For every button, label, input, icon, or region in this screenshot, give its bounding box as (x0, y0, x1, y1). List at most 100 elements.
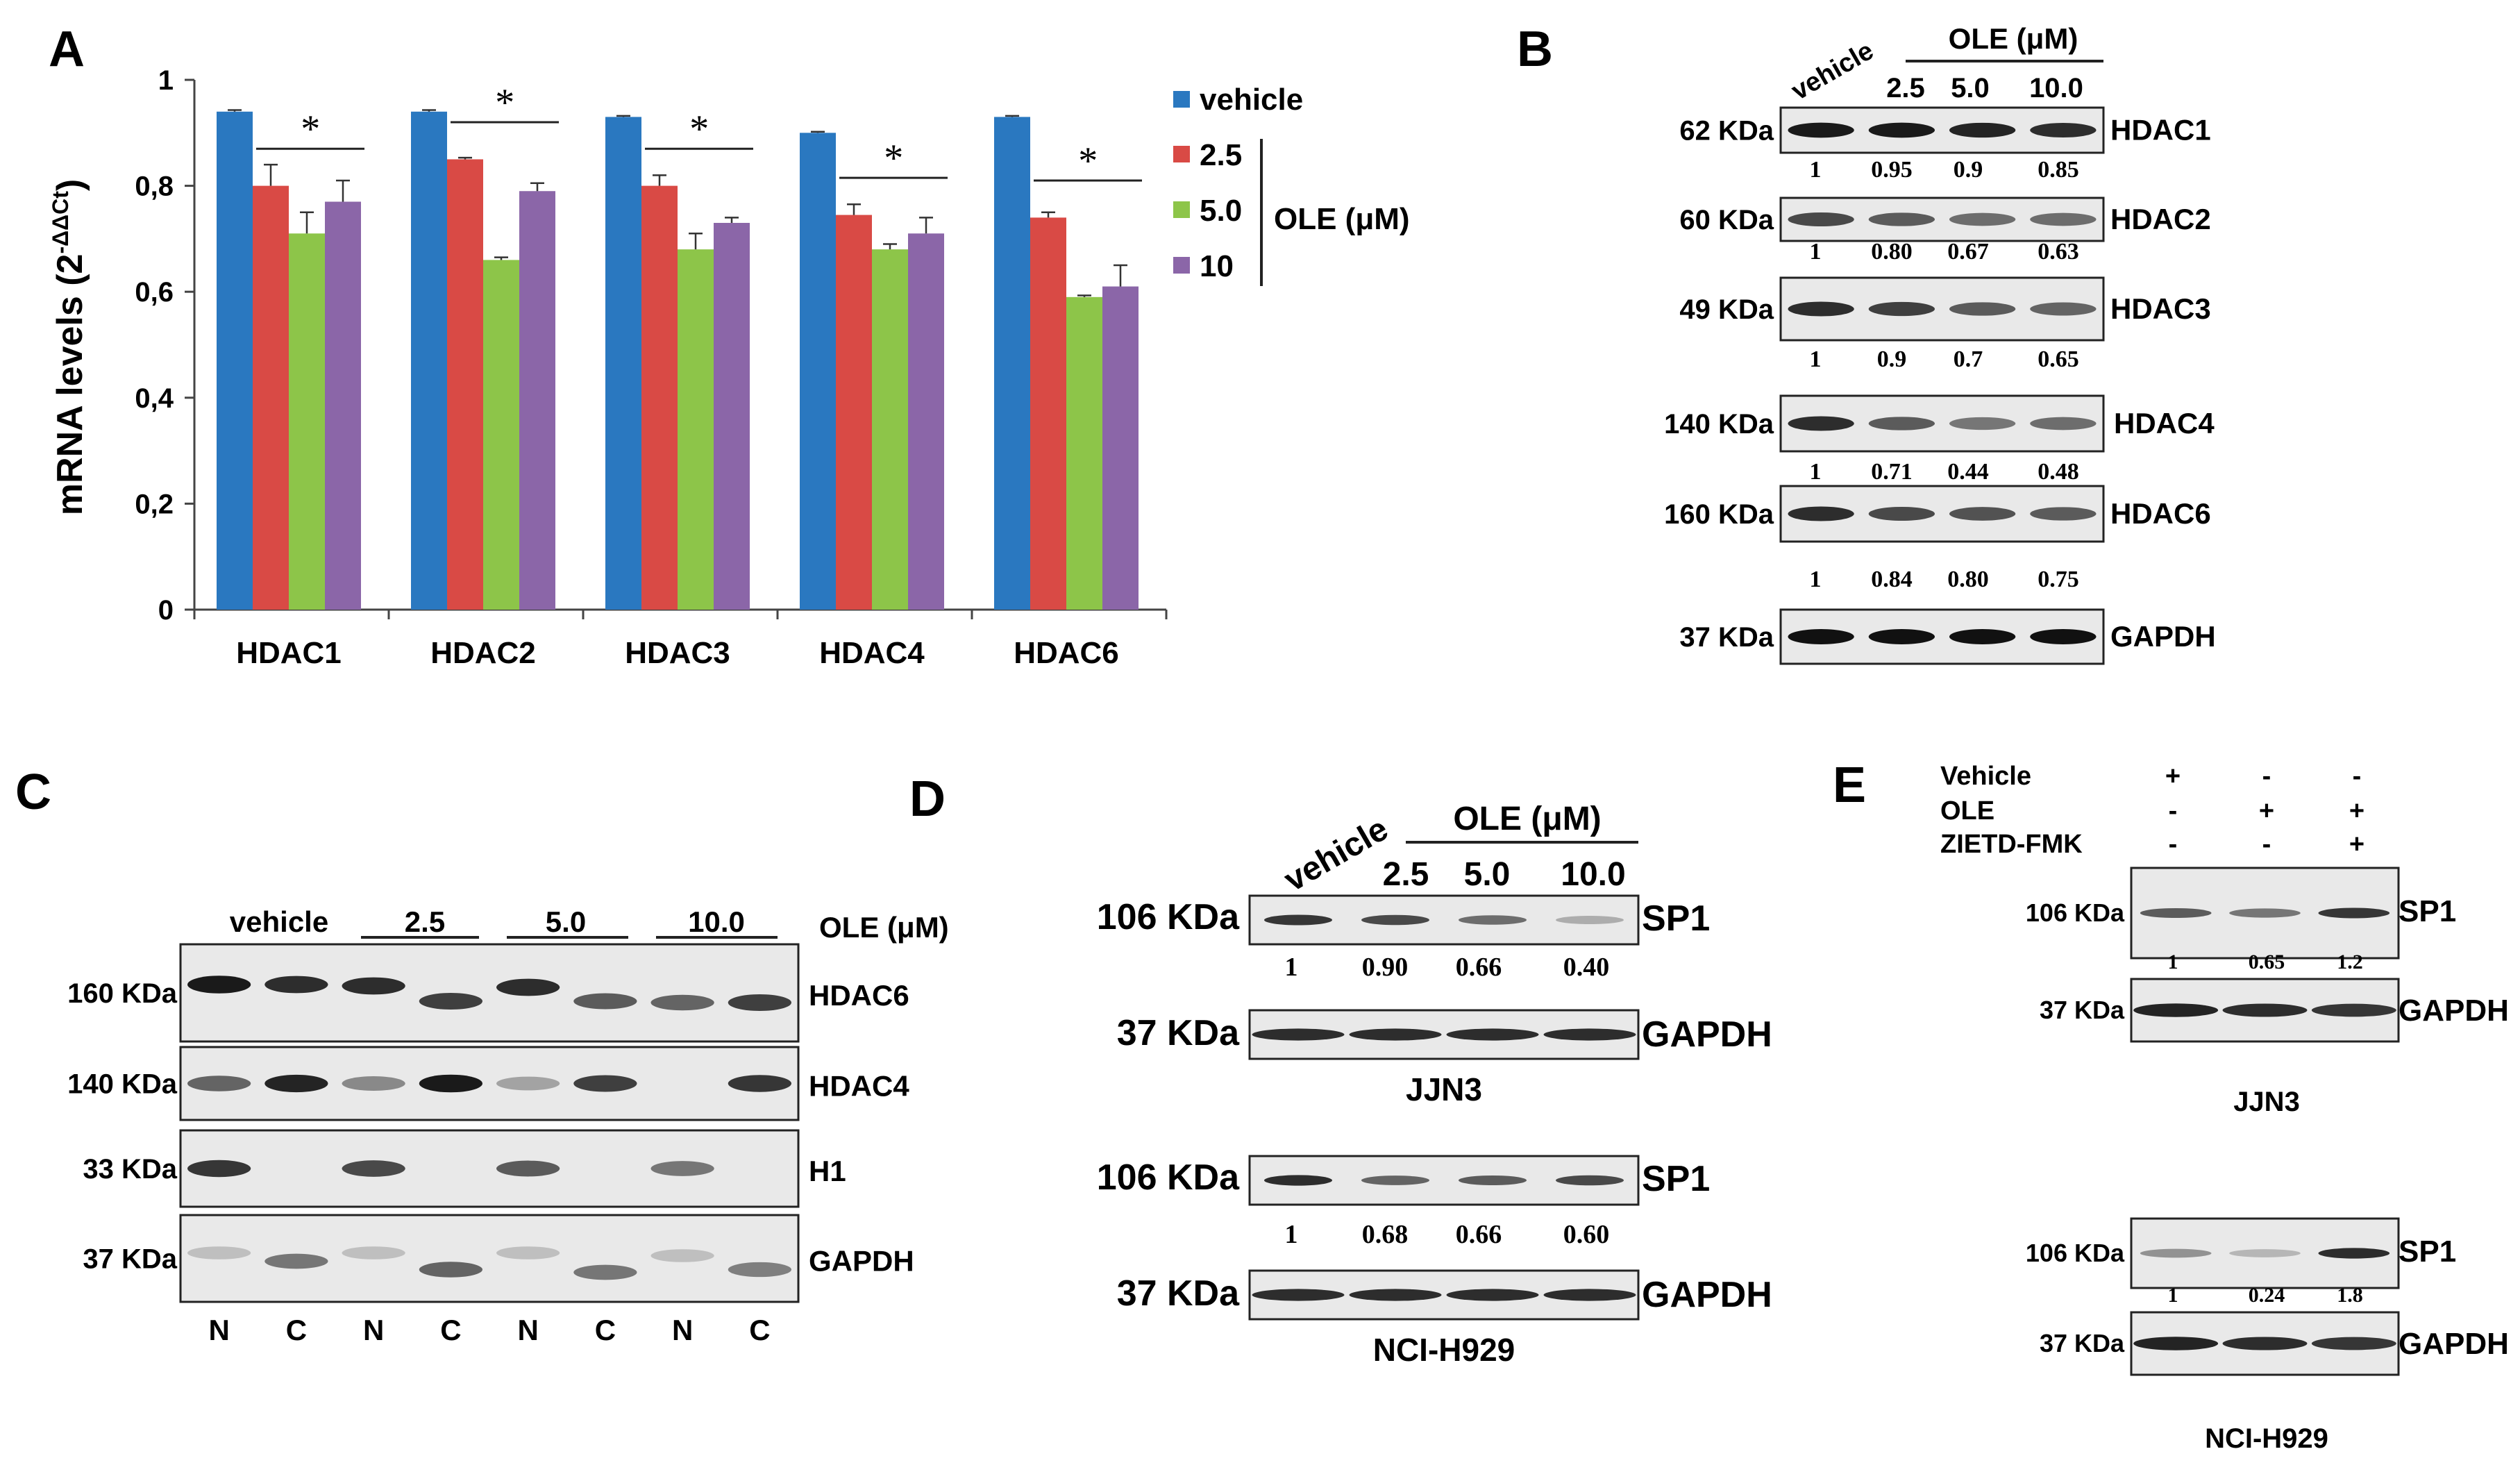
blot-b-ole-header: OLE (μM) (1949, 22, 2078, 55)
blot-band (1556, 1175, 1624, 1186)
cell-line-label: NCI-H929 (2205, 1423, 2328, 1454)
protein-label-hdac2: HDAC2 (2110, 203, 2211, 235)
bar-2.5-HDAC3 (641, 185, 678, 610)
blot-band (1543, 1289, 1636, 1301)
blot-band (1446, 1289, 1539, 1301)
bar-10-HDAC2 (519, 191, 555, 610)
blot-band (342, 977, 405, 995)
quant-value: 0.85 (2038, 157, 2079, 183)
x-tick-label: HDAC2 (430, 636, 536, 670)
quant-value: 1.8 (2337, 1284, 2363, 1307)
blot-band (2030, 212, 2097, 226)
blot-band (728, 1262, 791, 1278)
blot-band (496, 1160, 560, 1177)
blot-band (650, 994, 714, 1011)
blot-band (1788, 629, 1854, 644)
mw-label: 49 KDa (1679, 294, 1774, 325)
blot-band (1446, 1028, 1539, 1041)
blot-band (1949, 302, 2016, 316)
bar-vehicle-HDAC6 (994, 117, 1030, 610)
blot-band (2311, 1337, 2396, 1350)
legend-label-5-0: 5.0 (1200, 194, 1242, 228)
quant-value: 0.48 (2038, 459, 2079, 485)
treatment-sign: + (2165, 762, 2181, 791)
mw-label: 106 KDa (2026, 1239, 2125, 1267)
blot-b-dose-1: 2.5 (1886, 73, 1925, 103)
blot-b-header: vehicle OLE (μM) 2.5 5.0 10.0 (1787, 22, 2103, 106)
blot-d-dose-3: 10.0 (1561, 856, 1625, 893)
mw-label: 37 KDa (1117, 1013, 1240, 1053)
protein-label-h1: H1 (809, 1155, 846, 1187)
significance-star: * (495, 81, 514, 124)
quant-value: 0.7 (1954, 346, 1983, 372)
quant-value: 1.2 (2337, 951, 2363, 973)
y-tick-label: 0,4 (135, 383, 174, 414)
mw-label: 37 KDa (2040, 1329, 2125, 1357)
blot-d-header: vehicle OLE (μM) 2.5 5.0 10.0 (1278, 801, 1638, 899)
blot-band (419, 1262, 482, 1278)
panel-a-label: A (49, 22, 85, 77)
treatment-label: Vehicle (1940, 762, 2031, 791)
treatment-sign: - (2262, 762, 2271, 791)
quant-value: 0.66 (1456, 953, 1502, 982)
panel-b-label: B (1517, 22, 1553, 77)
bar-2.5-HDAC6 (1030, 217, 1066, 610)
blot-band (1949, 122, 2016, 138)
bar-vehicle-HDAC3 (605, 117, 641, 610)
blot-band (2229, 908, 2301, 918)
legend-label-10: 10 (1200, 249, 1234, 283)
protein-label-hdac1: HDAC1 (2110, 114, 2211, 147)
quant-value: 1 (1810, 157, 1822, 183)
treatment-sign: + (2349, 830, 2364, 859)
blot-band (2318, 907, 2390, 919)
bar-5.0-HDAC1 (289, 233, 325, 610)
blot-d-dose-1: 2.5 (1383, 856, 1429, 893)
mw-label: 106 KDa (1097, 897, 1240, 937)
protein-label-gapdh: GAPDH (2110, 620, 2216, 653)
blot-band (1868, 212, 1935, 226)
mw-label: 62 KDa (1679, 116, 1774, 147)
bar-10-HDAC4 (908, 233, 944, 610)
cell-line-label: NCI-H929 (1373, 1332, 1515, 1368)
legend-swatch-vehicle (1173, 91, 1190, 108)
blot-band (1868, 506, 1935, 521)
blot-band (1556, 916, 1624, 924)
quant-value: 0.84 (1871, 567, 1913, 592)
protein-label-gapdh: GAPDH (2399, 1327, 2509, 1361)
treatment-sign: + (2349, 796, 2364, 826)
quant-value: 0.40 (1563, 953, 1610, 982)
blot-band (1349, 1028, 1442, 1041)
bar-vehicle-HDAC1 (217, 111, 253, 610)
blot-band (496, 1246, 560, 1260)
bar-vehicle-HDAC2 (411, 111, 447, 610)
blot-b-dose-2: 5.0 (1951, 73, 1990, 103)
legend-group-label: OLE (μM) (1274, 202, 1410, 236)
blot-band (573, 1264, 637, 1280)
blot-band (1543, 1028, 1636, 1041)
bar-5.0-HDAC4 (872, 249, 908, 610)
quant-value: 0.90 (1362, 953, 1409, 982)
lane-label: C (595, 1314, 616, 1346)
quant-value: 1 (2168, 1284, 2178, 1307)
blot-band (650, 1161, 714, 1176)
cell-line-label: JJN3 (2233, 1087, 2300, 1117)
blot-band (187, 1160, 251, 1178)
mw-label: 37 KDa (83, 1244, 177, 1275)
mw-label: 160 KDa (1664, 499, 1774, 530)
y-tick-label: 0,8 (135, 171, 174, 202)
blot-band (1868, 417, 1935, 430)
protein-label-hdac3: HDAC3 (2110, 292, 2211, 325)
blot-band (1949, 629, 2016, 644)
mw-label: 106 KDa (2026, 898, 2125, 927)
mw-label: 160 KDa (67, 978, 178, 1009)
blot-band (2318, 1248, 2390, 1259)
blot-band (1459, 915, 1527, 925)
significance-star: * (301, 108, 320, 151)
panel-d-label: D (909, 771, 946, 827)
lane-label: N (517, 1314, 538, 1346)
legend-swatch-2-5 (1173, 146, 1190, 162)
quant-value: 1 (1810, 567, 1822, 592)
blot-band (342, 1160, 405, 1177)
